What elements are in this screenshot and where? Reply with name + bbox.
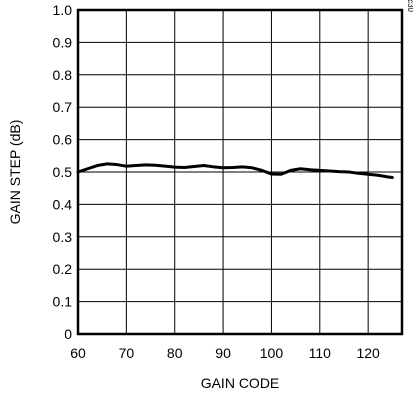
y-tick-label: 0.4 [53,196,73,212]
plot-frame [76,8,404,336]
y-tick-label: 0.9 [53,34,73,50]
y-tick-label: 0.7 [53,99,73,115]
x-tick-label: 80 [167,345,183,361]
y-tick-label: 0.2 [53,261,73,277]
gain-step-series-line [76,162,394,180]
x-tick-label: 60 [70,345,86,361]
y-tick-labels: 0 0.1 0.2 0.3 0.4 0.5 0.6 0.7 0.8 0.9 1.0 [53,2,73,342]
y-tick-label: 0.5 [53,164,73,180]
x-tick-label: 90 [215,345,231,361]
figure-id-label: MAX3514 toc30 [406,0,413,13]
x-tick-label: 100 [260,345,284,361]
y-tick-label: 0.1 [53,294,73,310]
y-tick-label: 0 [64,326,72,342]
y-tick-label: 0.8 [53,67,73,83]
x-tick-label: 110 [309,345,332,361]
series-layer [76,162,394,180]
x-tick-label: 70 [119,345,135,361]
y-tick-label: 0.6 [53,132,73,148]
y-tick-label: 0.3 [53,229,73,245]
y-axis-title: GAIN STEP (dB) [7,120,23,225]
y-tick-label: 1.0 [53,2,73,18]
x-tick-labels: 60 70 80 90 100 110 120 [70,345,380,361]
x-axis-title: GAIN CODE [201,375,280,391]
x-tick-label: 120 [356,345,380,361]
